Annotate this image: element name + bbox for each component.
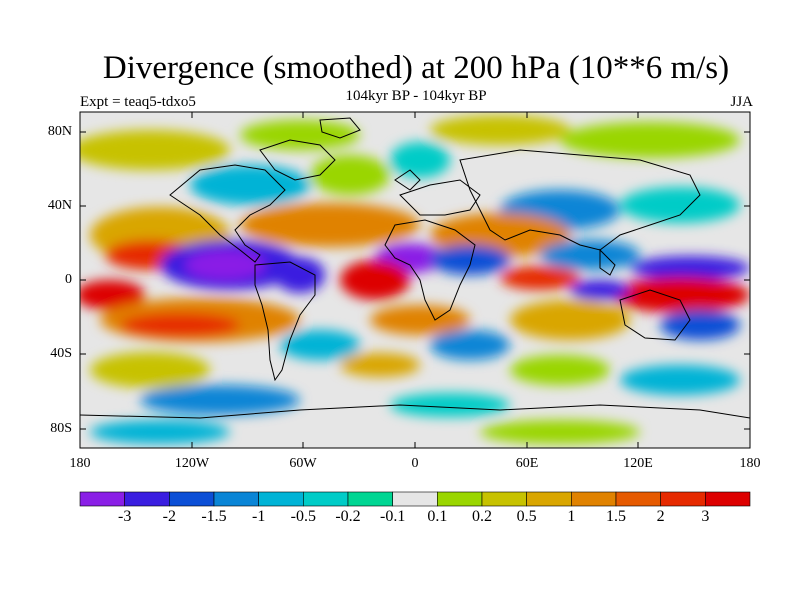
colorbar-swatch [705, 491, 751, 507]
lat-label-80n: 80N [47, 124, 72, 139]
colorbar-level-label: 3 [701, 508, 710, 525]
lat-label-0: 0 [65, 272, 72, 287]
colorbar-level-label: 0.1 [427, 508, 448, 525]
colorbar-swatch [124, 491, 170, 507]
colorbar-level-label: -2 [162, 508, 176, 525]
colorbar-swatch [392, 491, 438, 507]
lon-label-60e: 60E [515, 456, 539, 471]
colorbar-swatch [437, 491, 483, 507]
lon-label-180e: 180 [739, 456, 761, 471]
divergence-field [80, 112, 750, 448]
lat-label-40s: 40S [50, 346, 72, 361]
coastlines [80, 117, 750, 419]
colorbar-swatch [79, 491, 125, 507]
colorbar-level-label: -1 [251, 508, 266, 525]
period-subtitle: 104kyr BP - 104kyr BP [345, 88, 487, 104]
colorbar-swatch [213, 491, 259, 507]
colorbar-level-label: 2 [656, 508, 665, 525]
colorbar-swatch [303, 491, 349, 507]
lon-ticks [191, 112, 639, 448]
colorbar-level-label: 1.5 [606, 508, 626, 525]
plot-title: Divergence (smoothed) at 200 hPa (10**6 … [102, 50, 730, 86]
lat-label-80s: 80S [50, 421, 72, 436]
colorbar-level-label: -0.1 [379, 508, 406, 525]
lon-label-0: 0 [411, 456, 419, 471]
colorbar-swatch [660, 491, 706, 507]
lon-label-180w: 180 [69, 456, 91, 471]
colorbar-level-label: -0.5 [290, 508, 316, 525]
lon-label-120e: 120E [623, 456, 653, 471]
colorbar-swatch [526, 491, 572, 507]
colorbar [79, 491, 751, 507]
lat-label-40n: 40N [47, 198, 72, 213]
lat-ticks [80, 131, 750, 430]
colorbar-level-label: 1 [567, 508, 576, 525]
lon-label-120w: 120W [174, 456, 210, 471]
season-label: JJA [730, 94, 753, 110]
colorbar-swatch [347, 491, 393, 507]
colorbar-swatch [481, 491, 527, 507]
colorbar-swatch [258, 491, 304, 507]
colorbar-level-label: 0.5 [516, 508, 537, 525]
lon-label-60w: 60W [289, 456, 317, 471]
colorbar-level-label: 0.2 [472, 508, 492, 525]
colorbar-level-label: -0.2 [335, 508, 361, 525]
colorbar-level-label: -1.5 [201, 508, 227, 525]
colorbar-swatch [169, 491, 215, 507]
colorbar-swatch [615, 491, 661, 507]
colorbar-level-label: -3 [117, 508, 132, 525]
colorbar-swatch [571, 491, 617, 507]
experiment-label: Expt = teaq5-tdxo5 [80, 94, 196, 110]
